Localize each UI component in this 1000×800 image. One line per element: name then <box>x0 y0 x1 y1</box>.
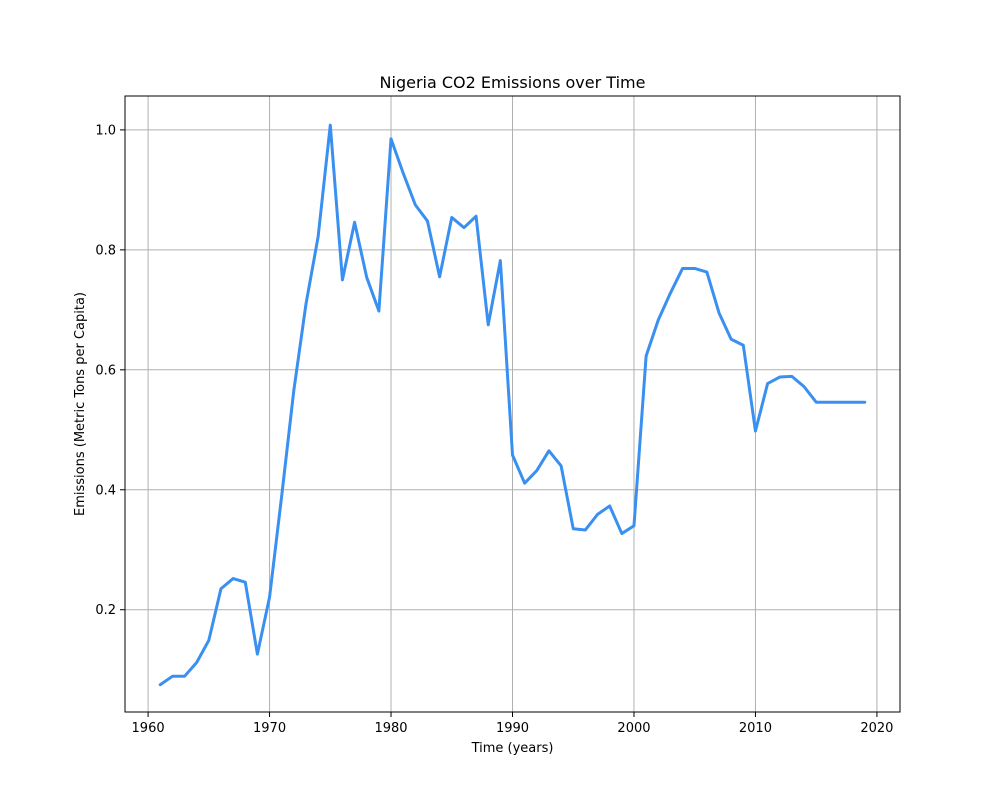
data-point-2012 <box>778 376 781 379</box>
x-tick-label: 2020 <box>860 721 893 736</box>
data-point-1994 <box>560 464 563 467</box>
data-point-1991 <box>523 482 526 485</box>
data-point-1963 <box>183 675 186 678</box>
data-point-2019 <box>863 401 866 404</box>
x-tick-label: 1960 <box>132 721 165 736</box>
data-point-2000 <box>632 524 635 527</box>
data-point-1969 <box>256 653 259 656</box>
data-point-1997 <box>596 513 599 516</box>
grid-lines <box>125 96 900 712</box>
data-point-1984 <box>438 275 441 278</box>
data-point-1995 <box>572 527 575 530</box>
data-point-1990 <box>511 453 514 456</box>
x-axis-label: Time (years) <box>471 741 554 756</box>
data-series <box>158 123 867 687</box>
data-point-1986 <box>462 226 465 229</box>
data-point-1993 <box>547 449 550 452</box>
data-point-2004 <box>681 267 684 270</box>
data-point-1961 <box>159 683 162 686</box>
data-point-1967 <box>232 577 235 580</box>
series-line-0 <box>158 123 867 687</box>
data-point-2018 <box>851 401 854 404</box>
data-point-2001 <box>645 355 648 358</box>
y-tick-label: 0.6 <box>95 363 116 378</box>
data-point-1970 <box>268 596 271 599</box>
data-point-2006 <box>705 271 708 274</box>
data-point-1972 <box>292 389 295 392</box>
y-tick-label: 1.0 <box>95 123 116 138</box>
tick-marks <box>120 129 878 717</box>
data-point-2013 <box>790 375 793 378</box>
y-tick-label: 0.8 <box>95 243 116 258</box>
data-point-1971 <box>280 494 283 497</box>
data-point-1982 <box>414 203 417 206</box>
x-tick-label: 1980 <box>374 721 407 736</box>
data-point-2008 <box>730 338 733 341</box>
data-point-2003 <box>669 292 672 295</box>
x-tick-label: 1990 <box>496 721 529 736</box>
y-axis-label: Emissions (Metric Tons per Capita) <box>73 292 88 516</box>
data-point-2016 <box>827 401 830 404</box>
data-point-1983 <box>426 220 429 223</box>
data-point-1981 <box>402 172 405 175</box>
data-point-1975 <box>329 124 332 127</box>
data-point-1980 <box>390 137 393 140</box>
data-point-2011 <box>766 382 769 385</box>
data-point-1974 <box>317 235 320 238</box>
x-tick-label: 1970 <box>253 721 286 736</box>
y-tick-label: 0.4 <box>95 483 116 498</box>
data-point-2010 <box>754 429 757 432</box>
data-point-1966 <box>219 587 222 590</box>
x-tick-label: 2010 <box>739 721 772 736</box>
data-point-2015 <box>815 401 818 404</box>
data-point-1977 <box>353 221 356 224</box>
y-tick-label: 0.2 <box>95 603 116 618</box>
data-point-1965 <box>207 639 210 642</box>
data-point-1964 <box>195 661 198 664</box>
data-point-1999 <box>620 532 623 535</box>
data-point-1996 <box>584 528 587 531</box>
data-point-2002 <box>657 319 660 322</box>
data-point-1973 <box>305 302 308 305</box>
tick-labels: 1960 1970 1980 1990 2000 2010 2020 0.2 0.4 0.6 0.8… <box>95 123 893 736</box>
data-point-2014 <box>803 385 806 388</box>
x-tick-label: 2000 <box>617 721 650 736</box>
data-point-2005 <box>693 267 696 270</box>
data-point-1976 <box>341 278 344 281</box>
data-point-1978 <box>365 276 368 279</box>
data-point-1992 <box>535 469 538 472</box>
data-point-1962 <box>171 675 174 678</box>
data-point-1998 <box>608 504 611 507</box>
data-point-2009 <box>742 344 745 347</box>
data-point-1989 <box>499 259 502 262</box>
data-point-2017 <box>839 401 842 404</box>
data-point-1968 <box>244 581 247 584</box>
data-point-1988 <box>487 323 490 326</box>
chart-title: Nigeria CO2 Emissions over Time <box>380 73 646 92</box>
data-point-1987 <box>475 215 478 218</box>
data-point-2007 <box>718 311 721 314</box>
data-point-1985 <box>450 216 453 219</box>
data-point-1979 <box>377 310 380 313</box>
